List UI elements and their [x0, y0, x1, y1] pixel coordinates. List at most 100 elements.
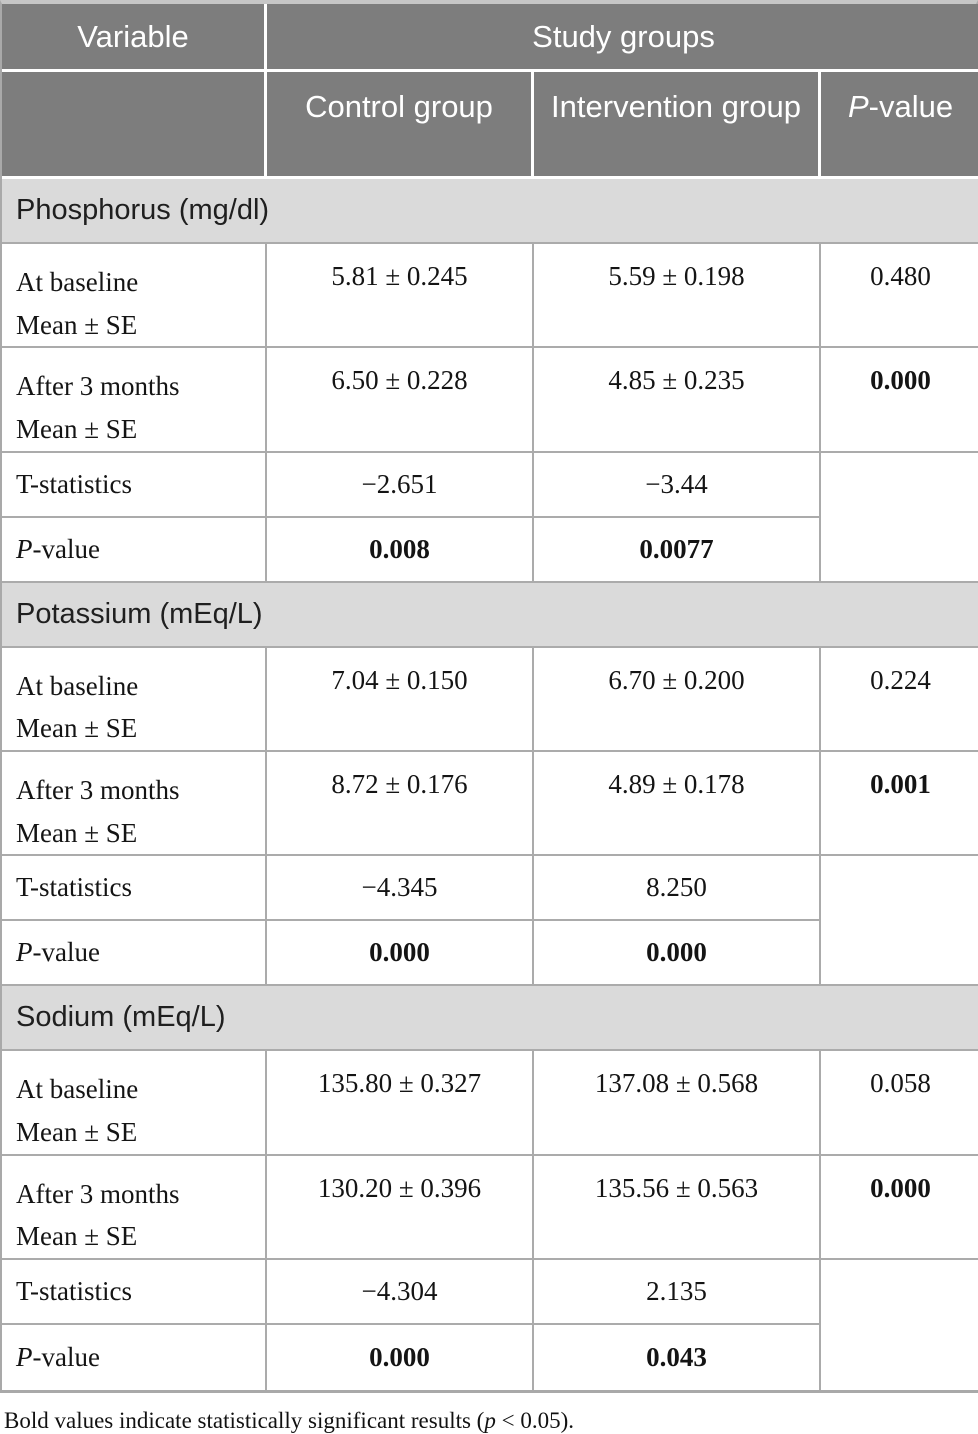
table-body: Phosphorus (mg/dl) At baseline Mean ± SE … [2, 179, 978, 1390]
row-label: P-value [2, 1324, 267, 1390]
cell-intervention-value: 4.89 ± 0.178 [534, 751, 821, 857]
row-label-italic: P [16, 937, 33, 968]
cell-control-value: 7.04 ± 0.150 [267, 647, 534, 752]
cell-p-value: 0.001 [821, 751, 978, 857]
row-label-line2: Mean ± SE [16, 817, 138, 848]
row-label-italic: P [16, 533, 33, 564]
section-title: Sodium (mEq/L) [2, 986, 978, 1052]
row-label-line1: After 3 months [16, 774, 180, 805]
cell-p-value: 0.224 [821, 647, 978, 752]
row-label-rest: -value [32, 533, 100, 564]
cell-p-value-merged-empty [821, 452, 978, 583]
table-footnote: Bold values indicate statistically signi… [0, 1393, 978, 1434]
footnote-text: Bold values indicate statistically signi… [4, 1407, 485, 1433]
cell-intervention-value: 6.70 ± 0.200 [534, 647, 821, 752]
cell-control-value: 135.80 ± 0.327 [267, 1051, 534, 1156]
table-row-t-statistics: T-statistics −4.304 2.135 [2, 1259, 978, 1390]
cell-p-value: 0.000 [821, 1155, 978, 1260]
cell-intervention-value: 135.56 ± 0.563 [534, 1155, 821, 1260]
header-p-value: P-value [821, 72, 978, 179]
cell-intervention-value: 137.08 ± 0.568 [534, 1051, 821, 1156]
table-row-baseline: At baseline Mean ± SE 135.80 ± 0.327 137.… [2, 1051, 978, 1156]
table-row-p-value: P-value 0.000 0.043 [2, 1324, 978, 1390]
header-p-value-italic: P [847, 89, 869, 124]
header-variable-spacer [2, 72, 267, 179]
table-row-t-statistics: T-statistics −4.345 8.250 [2, 856, 978, 987]
header-row-top: Variable Study groups [2, 4, 978, 72]
footnote-p-italic: p [484, 1407, 496, 1433]
table-row-p-value: P-value 0.008 0.0077 [2, 517, 978, 583]
section-header-sodium: Sodium (mEq/L) [2, 986, 978, 1052]
row-label-line2: Mean ± SE [16, 413, 138, 444]
cell-intervention-value: 2.135 [534, 1259, 821, 1325]
row-label: P-value [2, 517, 267, 583]
footnote-text-end: < 0.05). [495, 1407, 574, 1433]
section-header-potassium: Potassium (mEq/L) [2, 582, 978, 648]
cell-intervention-value: 0.043 [534, 1324, 821, 1390]
section-title: Potassium (mEq/L) [2, 582, 978, 648]
cell-intervention-value: 0.0077 [534, 517, 821, 583]
cell-intervention-value: 5.59 ± 0.198 [534, 244, 821, 349]
table-row-after-3-months: After 3 months Mean ± SE 6.50 ± 0.228 4.8… [2, 348, 978, 453]
cell-control-value: 0.000 [267, 1324, 534, 1390]
cell-control-value: −4.304 [267, 1259, 534, 1325]
cell-intervention-value: 4.85 ± 0.235 [534, 348, 821, 453]
cell-p-value: 0.058 [821, 1051, 978, 1156]
cell-control-value: 8.72 ± 0.176 [267, 751, 534, 857]
row-label: At baseline Mean ± SE [2, 647, 267, 752]
row-label-line1: At baseline [16, 267, 139, 297]
row-label-line2: Mean ± SE [16, 1221, 138, 1252]
cell-control-value: 0.008 [267, 517, 534, 583]
cell-intervention-value: −3.44 [534, 452, 821, 518]
table-header: Variable Study groups Control group Inte… [2, 4, 978, 179]
row-label: T-statistics [2, 452, 267, 518]
cell-control-value: 5.81 ± 0.245 [267, 244, 534, 349]
row-label: After 3 months Mean ± SE [2, 751, 267, 857]
results-table: Variable Study groups Control group Inte… [2, 4, 978, 1390]
row-label: At baseline Mean ± SE [2, 1051, 267, 1156]
header-variable: Variable [2, 4, 267, 72]
cell-p-value-merged-empty [821, 1259, 978, 1390]
header-study-groups: Study groups [267, 4, 978, 72]
header-control-group: Control group [267, 72, 534, 179]
row-label: T-statistics [2, 856, 267, 922]
table-row-after-3-months: After 3 months Mean ± SE 130.20 ± 0.396 1… [2, 1155, 978, 1260]
row-label-line2: Mean ± SE [16, 309, 138, 340]
row-label: After 3 months Mean ± SE [2, 1155, 267, 1260]
cell-intervention-value: 8.250 [534, 856, 821, 922]
row-label-line1: After 3 months [16, 1178, 180, 1209]
header-intervention-group: Intervention group [534, 72, 821, 179]
row-label-line2: Mean ± SE [16, 713, 138, 744]
row-label-line1: At baseline [16, 670, 139, 701]
section-title: Phosphorus (mg/dl) [2, 179, 978, 244]
cell-control-value: −2.651 [267, 452, 534, 518]
table-row-after-3-months: After 3 months Mean ± SE 8.72 ± 0.176 4.8… [2, 751, 978, 857]
row-label-line2: Mean ± SE [16, 1116, 138, 1147]
header-row-sub: Control group Intervention group P-value [2, 72, 978, 179]
table-row-baseline: At baseline Mean ± SE 5.81 ± 0.245 5.59 ±… [2, 244, 978, 349]
row-label-line1: At baseline [16, 1074, 139, 1105]
row-label: After 3 months Mean ± SE [2, 348, 267, 453]
row-label: P-value [2, 921, 267, 987]
cell-p-value: 0.480 [821, 244, 978, 349]
table-row-baseline: At baseline Mean ± SE 7.04 ± 0.150 6.70 ±… [2, 647, 978, 752]
row-label-line1: After 3 months [16, 371, 180, 402]
table-row-t-statistics: T-statistics −2.651 −3.44 [2, 452, 978, 583]
table-row-p-value: P-value 0.000 0.000 [2, 921, 978, 987]
row-label-rest: -value [32, 1342, 100, 1373]
cell-control-value: 0.000 [267, 921, 534, 987]
row-label: At baseline Mean ± SE [2, 244, 267, 349]
results-table-frame: Variable Study groups Control group Inte… [0, 0, 978, 1393]
section-header-phosphorus: Phosphorus (mg/dl) [2, 179, 978, 244]
header-p-value-rest: -value [868, 89, 954, 124]
row-label: T-statistics [2, 1259, 267, 1325]
cell-p-value-merged-empty [821, 856, 978, 987]
cell-control-value: 6.50 ± 0.228 [267, 348, 534, 453]
row-label-italic: P [16, 1342, 33, 1373]
cell-intervention-value: 0.000 [534, 921, 821, 987]
row-label-rest: -value [32, 937, 100, 968]
cell-control-value: −4.345 [267, 856, 534, 922]
cell-control-value: 130.20 ± 0.396 [267, 1155, 534, 1260]
cell-p-value: 0.000 [821, 348, 978, 453]
